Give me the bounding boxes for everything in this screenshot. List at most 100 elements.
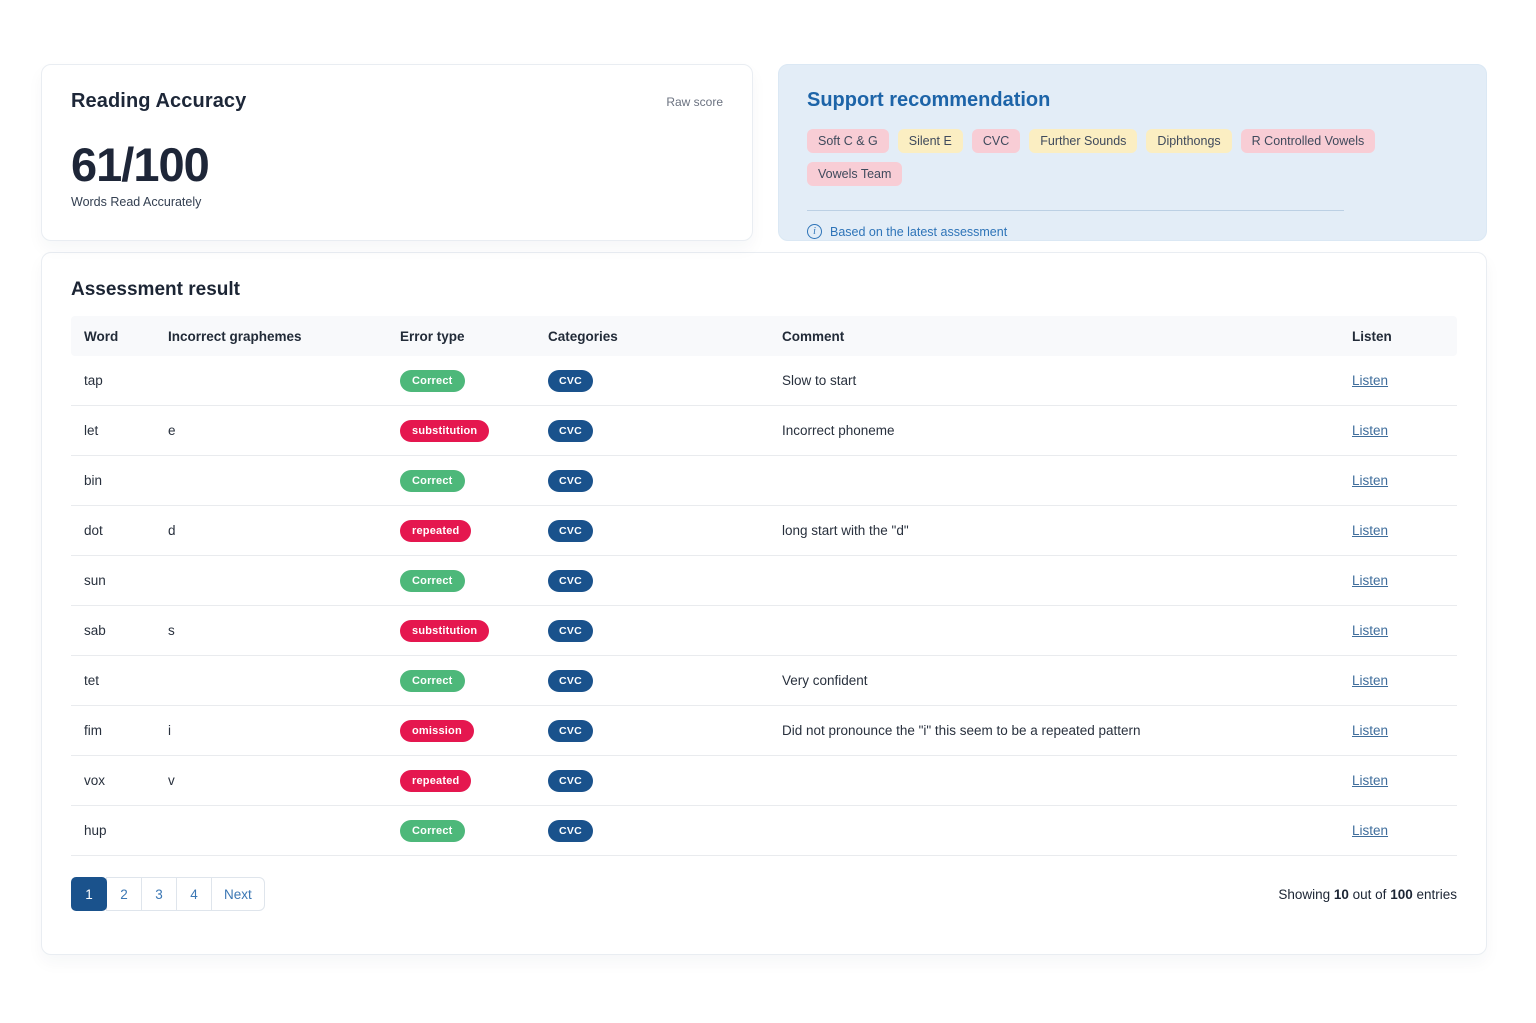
column-header: Word (84, 328, 119, 344)
incorrect-graphemes-cell: v (168, 773, 175, 788)
app-canvas: Reading Accuracy Raw score 61/100 Words … (41, 64, 1487, 955)
listen-cell: Listen (1352, 773, 1444, 788)
error-type-badge: Correct (400, 669, 465, 692)
categories-cell: CVC (548, 569, 782, 592)
pagination-page-button[interactable]: 2 (106, 877, 142, 911)
incorrect-graphemes-cell: s (168, 623, 175, 638)
comment-cell: long start with the "d" (782, 523, 909, 538)
listen-link[interactable]: Listen (1352, 673, 1389, 688)
table-row: sab s substitution CVC Listen (71, 606, 1457, 656)
comment-cell: Slow to start (782, 373, 857, 388)
table-row: dot d repeated CVC long start with the "d" Li… (71, 506, 1457, 556)
reading-accuracy-card: Reading Accuracy Raw score 61/100 Words … (41, 64, 753, 241)
summary-middle: out of (1348, 886, 1391, 902)
categories-cell: CVC (548, 719, 782, 742)
listen-link[interactable]: Listen (1352, 823, 1389, 838)
support-tag: Further Sounds (1029, 129, 1138, 153)
support-title: Support recommendation (807, 89, 1051, 111)
pagination-page-button[interactable]: 1 (71, 877, 107, 911)
listen-link[interactable]: Listen (1352, 573, 1389, 588)
table-row: vox v repeated CVC Listen (71, 756, 1457, 806)
category-badge: CVC (548, 569, 594, 592)
pagination-page-button[interactable]: 4 (176, 877, 212, 911)
listen-link[interactable]: Listen (1352, 373, 1389, 388)
column-header: Listen (1352, 328, 1392, 344)
categories-cell: CVC (548, 519, 782, 542)
error-type-cell: omission (400, 719, 548, 742)
table-row: sun Correct CVC Listen (71, 556, 1457, 606)
listen-cell: Listen (1352, 473, 1444, 488)
categories-cell: CVC (548, 819, 782, 842)
support-tags: Soft C & G Silent E CVC Further Sounds Dipht… (807, 129, 1458, 186)
incorrect-graphemes-cell: d (168, 523, 176, 538)
category-badge: CVC (548, 669, 594, 692)
category-badge: CVC (548, 419, 594, 442)
support-tag: R Controlled Vowels (1240, 129, 1376, 153)
category-badge: CVC (548, 469, 594, 492)
category-badge: CVC (548, 719, 594, 742)
table-body: tap Correct CVC Slow to start Listen let e subs… (71, 356, 1457, 856)
support-tag: Diphthongs (1146, 129, 1232, 153)
listen-link[interactable]: Listen (1352, 523, 1389, 538)
listen-link[interactable]: Listen (1352, 473, 1389, 488)
listen-cell: Listen (1352, 823, 1444, 838)
incorrect-graphemes-cell: e (168, 423, 176, 438)
summary-prefix: Showing (1278, 886, 1334, 902)
comment-cell: Incorrect phoneme (782, 423, 895, 438)
comment-cell: Did not pronounce the "i" this seem to b… (782, 723, 1141, 738)
score-subtitle: Words Read Accurately (71, 195, 202, 209)
word-cell: sab (84, 623, 106, 638)
listen-link[interactable]: Listen (1352, 773, 1389, 788)
error-type-badge: repeated (400, 769, 472, 792)
incorrect-graphemes-cell: i (168, 723, 171, 738)
support-tag: Silent E (897, 129, 963, 153)
support-note-row: i Based on the latest assessment (807, 224, 1458, 239)
word-cell: hup (84, 823, 107, 838)
category-badge: CVC (548, 819, 594, 842)
column-header: Categories (548, 328, 618, 344)
listen-cell: Listen (1352, 423, 1444, 438)
error-type-badge: Correct (400, 819, 465, 842)
listen-link[interactable]: Listen (1352, 623, 1389, 638)
table-row: fim i omission CVC Did not pronounce the "i"… (71, 706, 1457, 756)
column-header: Error type (400, 328, 465, 344)
error-type-cell: substitution (400, 419, 548, 442)
raw-score-label: Raw score (666, 95, 723, 109)
column-header: Incorrect graphemes (168, 328, 302, 344)
listen-cell: Listen (1352, 523, 1444, 538)
categories-cell: CVC (548, 669, 782, 692)
word-cell: vox (84, 773, 106, 788)
support-divider (807, 210, 1344, 211)
categories-cell: CVC (548, 769, 782, 792)
comment-cell: Very confident (782, 673, 868, 688)
table-row: tap Correct CVC Slow to start Listen (71, 356, 1457, 406)
error-type-badge: Correct (400, 469, 465, 492)
category-badge: CVC (548, 369, 594, 392)
entries-summary: Showing 10 out of 100 entries (1278, 887, 1457, 902)
table-footer: 1 2 3 4 Next Showing 10 out of 100 entries (71, 877, 1457, 911)
assessment-table: Word Incorrect graphemes Error type Categor… (71, 316, 1457, 856)
listen-cell: Listen (1352, 723, 1444, 738)
error-type-badge: omission (400, 719, 474, 742)
categories-cell: CVC (548, 369, 782, 392)
support-recommendation-card: Support recommendation Soft C & G Silent … (778, 64, 1487, 241)
word-cell: bin (84, 473, 103, 488)
error-type-cell: substitution (400, 619, 548, 642)
table-row: tet Correct CVC Very confident Listen (71, 656, 1457, 706)
error-type-cell: Correct (400, 669, 548, 692)
support-tag: Vowels Team (807, 162, 903, 186)
summary-suffix: entries (1412, 886, 1457, 902)
pagination-next-button[interactable]: Next (211, 877, 265, 911)
assessment-result-card: Assessment result Word Incorrect grapheme… (41, 252, 1487, 955)
info-icon: i (807, 224, 822, 239)
error-type-cell: Correct (400, 819, 548, 842)
listen-link[interactable]: Listen (1352, 423, 1389, 438)
listen-cell: Listen (1352, 573, 1444, 588)
column-header: Comment (782, 328, 845, 344)
listen-cell: Listen (1352, 373, 1444, 388)
error-type-badge: substitution (400, 419, 490, 442)
categories-cell: CVC (548, 619, 782, 642)
pagination-page-button[interactable]: 3 (141, 877, 177, 911)
listen-link[interactable]: Listen (1352, 723, 1389, 738)
error-type-badge: repeated (400, 519, 472, 542)
